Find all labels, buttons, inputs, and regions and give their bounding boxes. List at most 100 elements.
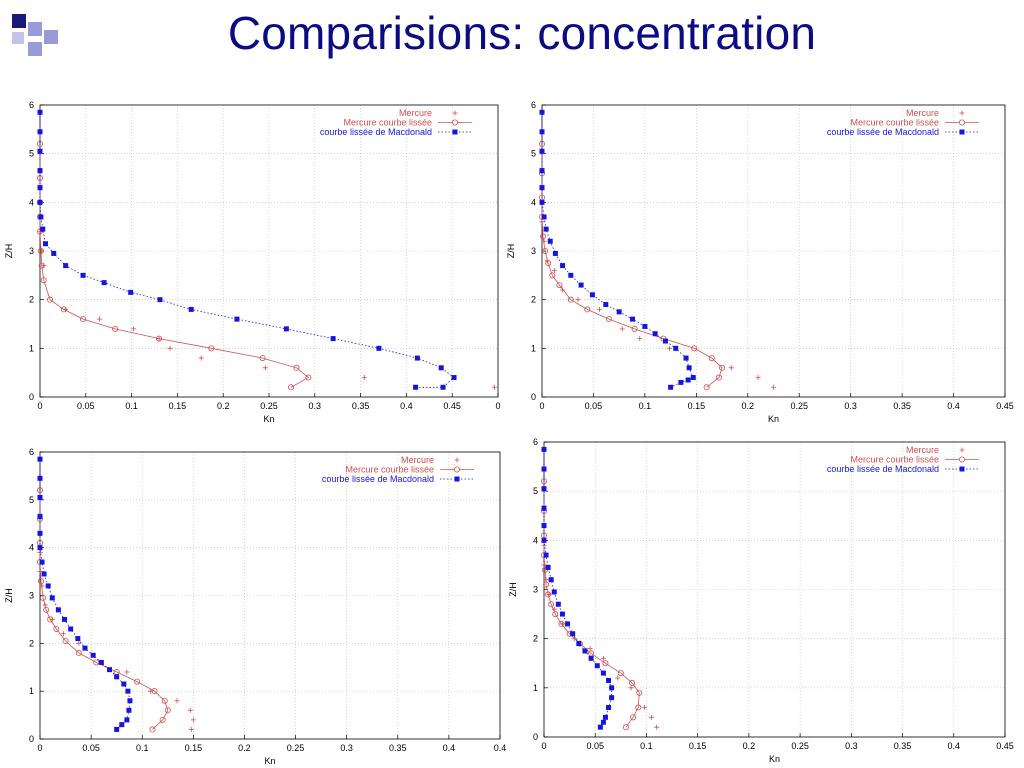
x-tick-label: 0.4 bbox=[947, 401, 960, 411]
legend-label: courbe lissée de Macdonald bbox=[827, 464, 939, 474]
y-tick-label: 6 bbox=[531, 100, 536, 110]
data-point-circle bbox=[164, 707, 171, 714]
x-tick-label: 0.35 bbox=[894, 741, 912, 751]
y-tick-label: 1 bbox=[29, 343, 34, 353]
x-tick-label: 0.4 bbox=[494, 743, 506, 753]
x-axis-title: Kn bbox=[263, 414, 274, 424]
data-point-plus bbox=[560, 287, 566, 293]
data-point-square bbox=[330, 336, 336, 342]
data-point-circle bbox=[60, 306, 67, 313]
x-tick-label: 0.15 bbox=[688, 401, 706, 411]
x-tick-label: 0.4 bbox=[948, 741, 961, 751]
y-tick-label: 3 bbox=[533, 585, 538, 595]
data-point-square bbox=[683, 355, 689, 361]
data-point-plus bbox=[551, 267, 557, 273]
data-point-square bbox=[440, 384, 446, 390]
y-tick-label: 6 bbox=[29, 100, 34, 110]
data-point-square bbox=[541, 446, 547, 452]
data-point-square bbox=[124, 717, 130, 723]
y-tick-label: 4 bbox=[29, 197, 34, 207]
y-tick-label: 3 bbox=[29, 591, 34, 601]
data-point-circle bbox=[630, 714, 637, 721]
data-point-circle bbox=[159, 716, 166, 723]
x-tick-label: 0.45 bbox=[996, 401, 1014, 411]
chart-bottom-left: 0 0.05 0.1 0.15 0.2 0.25 0.3 0.35 0.4 0.4 0 1 2 3 4 5 6 K… bbox=[0, 438, 506, 768]
series-line-circles bbox=[37, 140, 312, 391]
y-tick-label: 5 bbox=[29, 149, 34, 159]
data-point-circle bbox=[305, 374, 312, 381]
data-point-square bbox=[539, 148, 545, 154]
chart-bottom-right: 0 0.05 0.1 0.15 0.2 0.25 0.3 0.35 0.4 0.45 0 1 2 3 4 5 6… bbox=[506, 436, 1022, 766]
data-point-plus bbox=[167, 345, 173, 351]
data-point-plus bbox=[97, 316, 103, 322]
data-point-square bbox=[685, 377, 691, 383]
data-point-square bbox=[668, 384, 674, 390]
data-point-square bbox=[37, 456, 43, 462]
data-point-square bbox=[188, 306, 194, 312]
data-point-square bbox=[414, 355, 420, 361]
legend-marker-circle bbox=[451, 119, 458, 126]
data-point-plus bbox=[615, 675, 621, 681]
data-point-square bbox=[37, 129, 43, 135]
x-tick-label: 0 bbox=[37, 401, 42, 411]
x-tick-label: 0.35 bbox=[352, 401, 370, 411]
data-point-circle bbox=[53, 625, 60, 632]
data-point-plus bbox=[491, 384, 497, 390]
data-point-square bbox=[114, 674, 120, 680]
data-point-plus bbox=[188, 726, 194, 732]
legend-label: courbe lissée de Macdonald bbox=[827, 127, 939, 137]
data-point-circle bbox=[43, 606, 50, 613]
data-point-circle bbox=[605, 316, 612, 323]
y-tick-label: 4 bbox=[533, 535, 538, 545]
data-point-square bbox=[568, 272, 574, 278]
data-point-circle bbox=[602, 660, 609, 667]
data-point-square bbox=[63, 263, 69, 269]
data-point-square bbox=[37, 514, 43, 520]
x-axis-title: Kn bbox=[769, 754, 780, 764]
data-point-square bbox=[609, 685, 615, 691]
legend-label: Mercure courbe lissée bbox=[345, 465, 434, 475]
data-point-square bbox=[283, 326, 289, 332]
data-point-square bbox=[600, 670, 606, 676]
data-point-circle bbox=[37, 199, 44, 206]
data-point-circle bbox=[293, 364, 300, 371]
x-tick-label: 0.25 bbox=[790, 401, 808, 411]
data-point-square bbox=[600, 719, 606, 725]
data-point-square bbox=[543, 552, 549, 558]
data-point-circle bbox=[617, 670, 624, 677]
data-point-square bbox=[630, 316, 636, 322]
logo bbox=[10, 12, 62, 62]
data-point-square bbox=[37, 530, 43, 536]
data-point-square bbox=[690, 375, 696, 381]
data-point-square bbox=[37, 109, 43, 115]
data-point-square bbox=[606, 677, 612, 683]
x-tick-label: 0.05 bbox=[82, 743, 100, 753]
x-tick-label: 0.4 bbox=[443, 743, 456, 753]
y-tick-label: 4 bbox=[531, 197, 536, 207]
chart-svg: 0 0.05 0.1 0.15 0.2 0.25 0.3 0.35 0.4 0.45 0 1 2 3 4 5 6… bbox=[506, 100, 1014, 424]
legend-label: Mercure bbox=[906, 108, 939, 118]
y-tick-label: 2 bbox=[29, 295, 34, 305]
data-point-square bbox=[642, 323, 648, 329]
data-point-square bbox=[37, 199, 43, 205]
data-point-square bbox=[75, 636, 81, 642]
x-tick-label: 0.45 bbox=[443, 401, 461, 411]
data-point-square bbox=[552, 250, 558, 256]
data-point-square bbox=[606, 705, 612, 710]
data-point-square bbox=[551, 589, 557, 595]
y-tick-label: 0 bbox=[29, 392, 34, 402]
y-tick-label: 1 bbox=[29, 686, 34, 696]
data-point-square bbox=[119, 722, 125, 728]
data-point-square bbox=[589, 292, 595, 298]
data-point-plus bbox=[124, 669, 130, 675]
data-point-plus bbox=[361, 375, 367, 381]
data-point-square bbox=[62, 616, 68, 622]
data-point-circle bbox=[112, 325, 119, 332]
data-point-square bbox=[539, 168, 545, 174]
data-point-square bbox=[80, 272, 86, 278]
legend-marker-plus bbox=[959, 110, 965, 116]
data-point-circle bbox=[556, 282, 563, 289]
series-points-plus bbox=[37, 497, 196, 732]
data-point-square bbox=[602, 714, 608, 720]
legend-label: Mercure bbox=[399, 108, 432, 118]
